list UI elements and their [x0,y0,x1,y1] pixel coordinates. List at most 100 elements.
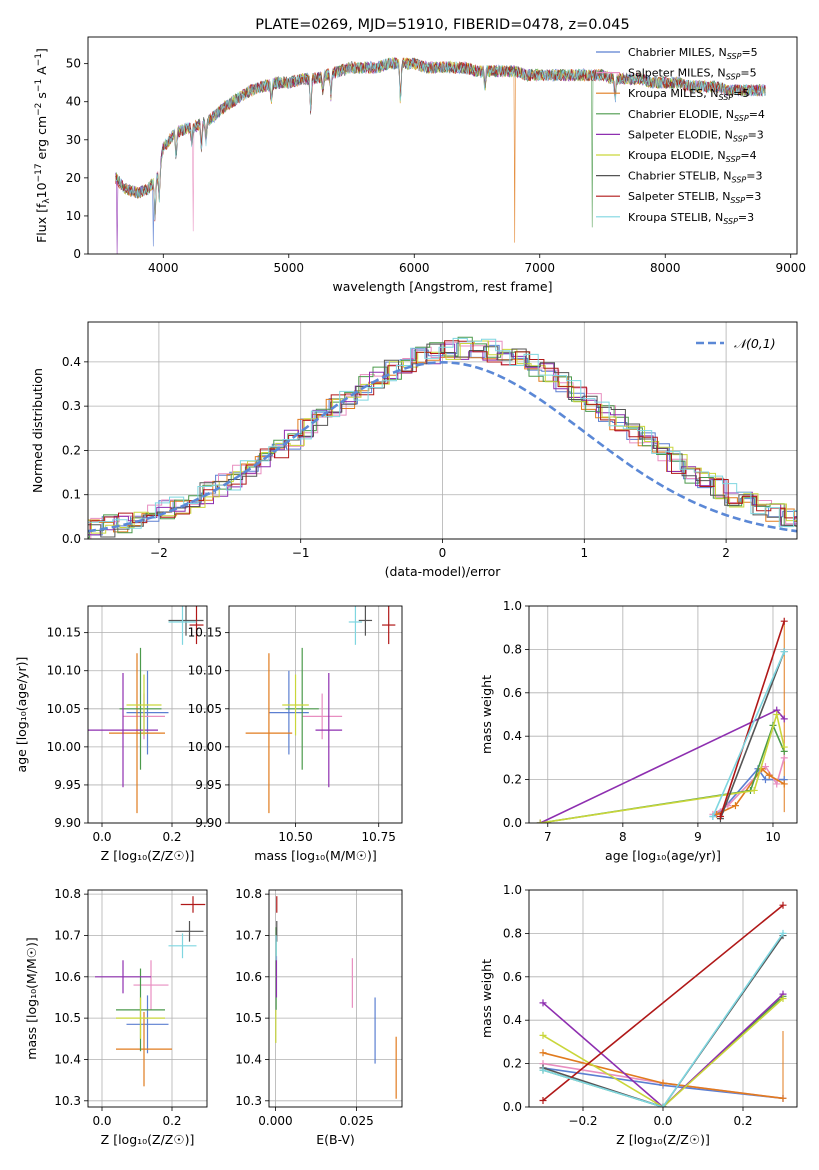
y-tick-label: 30 [66,133,81,147]
y-label-sup: −2 [34,103,44,116]
mass-weight-series-5 [542,993,784,1107]
y-axis-label: Flux [fλ10−17 erg cm−2 s−1 A−1] [34,48,52,243]
y-tick-label: 0.0 [503,816,522,830]
errorbar-point-2 [133,960,169,1010]
legend-text-tail: =5 [740,67,756,80]
errorbar-point-6 [116,997,165,1039]
legend-text-sub: SSP [718,93,733,102]
y-tick-label: 10.05 [47,702,81,716]
errorbar-point-8 [189,606,204,645]
errorbar-point-4 [285,647,319,770]
y-tick-label: 10.4 [235,1052,262,1066]
errorbar-point-3 [245,653,293,814]
spectrum-series-8 [115,57,766,222]
x-tick-label: 0.000 [258,1114,292,1128]
legend-entry: Salpeter ELODIE, NSSP=3 [628,128,764,143]
plus-marker [773,711,781,718]
y-tick-label: 1.0 [503,883,522,897]
y-label-sub: λ [42,198,52,204]
legend-text-main: Chabrier STELIB, N [628,170,732,183]
errorbar-point-7 [168,606,204,636]
y-tick-label: 9.95 [195,778,222,792]
errorbar-point-4 [119,647,162,770]
x-tick-label: 8 [619,830,627,844]
spectrum-series-9 [115,57,766,220]
y-tick-label: 40 [66,95,81,109]
x-axis-label: mass [log₁₀(M/M☉)] [254,848,376,863]
x-tick-label: 2 [722,546,730,560]
plus-marker [780,617,788,625]
x-axis-label: (data-model)/error [385,564,502,579]
legend-text-tail: =3 [746,170,762,183]
error-bars [275,896,397,1099]
x-axis-label: Z [log₁₀(Z/Z☉)] [101,848,195,863]
legend-entry: Kroupa MILES, NSSP=5 [628,87,749,102]
y-tick-label: 0.2 [503,773,522,787]
mass-weight-lines [539,901,787,1107]
errorbar-point-1 [268,670,309,755]
axes-frame [528,889,798,1108]
y-tick-label: 10.7 [54,928,81,942]
legend-text-main: Salpeter MILES, N [628,67,726,80]
errorbar-point-8 [180,896,206,913]
mass-weight-vs-metallicity-panel: −0.2 0.0 0.2 0.0 0.2 0.4 0.6 0.8 1.0 Z [log₁₀(Z/Z… [479,883,798,1147]
mass-vs-extinction-panel: 0.000 0.025 10.3 10.4 10.5 10.6 10.7 10.8 E(B-V) [235,887,403,1147]
legend-text-sub: SSP [723,217,738,226]
x-axis-label: Z [log₁₀(Z/Z☉)] [101,1132,195,1147]
y-tick-label: 0.1 [62,488,81,502]
y-tick-label: 10 [66,209,81,223]
x-tick-label: 0.2 [162,1114,181,1128]
error-bars [88,606,204,814]
x-tick-label: 4000 [148,261,179,275]
x-tick-label: 10.75 [362,830,396,844]
y-tick-label: 10.8 [54,887,81,901]
mass-weight-series-5 [539,709,785,823]
mass-weight-series-7 [542,935,784,1107]
x-tick-label: 0.0 [92,830,111,844]
y-tick-label: 0.4 [503,1013,522,1027]
y-label-sup: −1 [34,53,44,66]
y-label-part: erg cm [34,116,49,164]
y-tick-label: 0.6 [503,686,522,700]
x-tick-label: 0.2 [162,830,181,844]
x-tick-label: 9000 [775,261,806,275]
errorbar-point-2 [302,693,343,740]
histogram-series-9 [88,337,797,529]
mass-weight-series-6 [540,711,785,823]
legend-text-main: Kroupa ELODIE, N [628,149,726,162]
x-tick-label: 5000 [274,261,305,275]
histogram-series-6 [88,340,797,534]
x-tick-label: 7 [544,830,552,844]
plus-marker [780,780,788,788]
y-label-part: A [34,66,49,79]
y-tick-label: 0.8 [503,642,522,656]
legend-entry: Chabrier ELODIE, NSSP=4 [628,108,765,123]
plus-marker [716,812,724,820]
plus-marker [779,929,787,937]
y-tick-label: 10.5 [54,1011,81,1025]
plus-marker [779,901,787,909]
y-tick-label: 10.05 [188,702,222,716]
y-axis-label: mass weight [479,959,494,1038]
x-tick-label: −0.2 [568,1114,597,1128]
errorbar-point-9 [348,606,363,645]
y-axis-label: age [log₁₀(age/yr)] [14,657,29,773]
legend-text-tail: =5 [741,46,757,59]
y-label-part: 10 [34,182,49,198]
y-tick-label: 0.6 [503,970,522,984]
y-label-sup: −17 [34,163,44,182]
axes-frame [268,889,403,1108]
axes-frame [87,36,798,255]
histogram-steps [88,336,797,539]
plus-marker [780,754,788,762]
mass-weight-series-4 [540,723,785,823]
histogram-series-4 [88,336,797,539]
errorbar-point-6 [282,674,309,736]
axes-frame [87,889,208,1108]
errorbar-point-1 [126,995,169,1054]
x-tick-label: 0.0 [92,1114,111,1128]
x-tick-label: 0 [439,546,447,560]
legend-text-main: Kroupa STELIB, N [628,211,723,224]
y-tick-label: 10.7 [235,928,262,942]
legend-entry: Chabrier STELIB, NSSP=3 [628,170,762,185]
